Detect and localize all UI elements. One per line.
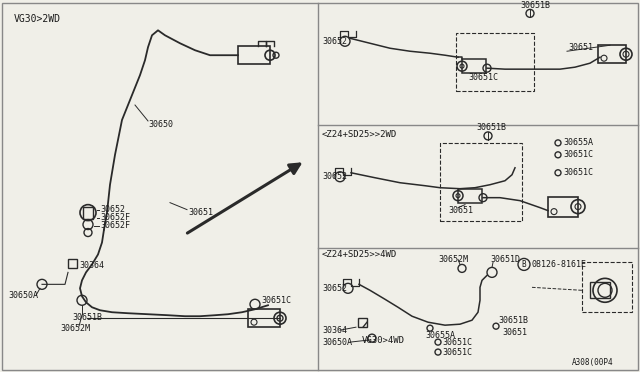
- Bar: [456, 33, 534, 91]
- Text: 30651B: 30651B: [520, 1, 550, 10]
- Text: 30655A: 30655A: [563, 138, 593, 147]
- Bar: [590, 282, 610, 298]
- Text: 30651: 30651: [188, 208, 213, 217]
- Bar: [462, 59, 486, 73]
- Text: VG30>4WD: VG30>4WD: [362, 336, 405, 344]
- Text: A308(00P4: A308(00P4: [572, 357, 614, 366]
- Bar: [238, 46, 270, 64]
- Text: 30652: 30652: [100, 205, 125, 214]
- Text: 30650A: 30650A: [322, 338, 352, 347]
- Bar: [83, 206, 93, 219]
- Text: 30652F: 30652F: [100, 213, 130, 222]
- Text: 30651C: 30651C: [563, 168, 593, 177]
- Text: 30651B: 30651B: [498, 316, 528, 325]
- Text: 30651C: 30651C: [261, 296, 291, 305]
- Text: 30650: 30650: [148, 121, 173, 129]
- Text: 30652: 30652: [322, 172, 347, 181]
- Text: VG30>2WD: VG30>2WD: [14, 15, 61, 24]
- Text: 08126-8161E: 08126-8161E: [532, 260, 587, 269]
- Text: 30652: 30652: [322, 37, 347, 46]
- Text: 30651C: 30651C: [442, 347, 472, 357]
- Text: 30652M: 30652M: [438, 255, 468, 264]
- Text: 30651C: 30651C: [468, 73, 498, 81]
- Text: 30652M: 30652M: [60, 324, 90, 333]
- Bar: [440, 143, 522, 221]
- Bar: [358, 318, 367, 327]
- Bar: [548, 197, 578, 217]
- Text: 30364: 30364: [79, 261, 104, 270]
- Bar: [248, 309, 280, 327]
- Bar: [458, 189, 482, 203]
- Text: 30652: 30652: [322, 284, 347, 293]
- Text: 30364: 30364: [322, 326, 347, 335]
- Text: 30651: 30651: [568, 43, 593, 52]
- Text: <Z24+SD25>>4WD: <Z24+SD25>>4WD: [322, 250, 397, 259]
- Text: 30651: 30651: [448, 206, 473, 215]
- Text: B: B: [521, 260, 525, 269]
- Bar: [582, 262, 632, 312]
- Bar: [598, 45, 626, 63]
- Text: 30655A: 30655A: [425, 331, 455, 340]
- Text: <Z24+SD25>>2WD: <Z24+SD25>>2WD: [322, 131, 397, 140]
- Text: 30651C: 30651C: [563, 150, 593, 159]
- Text: 30651: 30651: [502, 328, 527, 337]
- Text: 30651C: 30651C: [442, 338, 472, 347]
- Text: 30650A: 30650A: [8, 291, 38, 300]
- Text: 30651B: 30651B: [476, 124, 506, 132]
- Text: 30652F: 30652F: [100, 221, 130, 230]
- Bar: [68, 259, 77, 268]
- Text: 30651B: 30651B: [72, 313, 102, 322]
- Text: 30651D: 30651D: [490, 255, 520, 264]
